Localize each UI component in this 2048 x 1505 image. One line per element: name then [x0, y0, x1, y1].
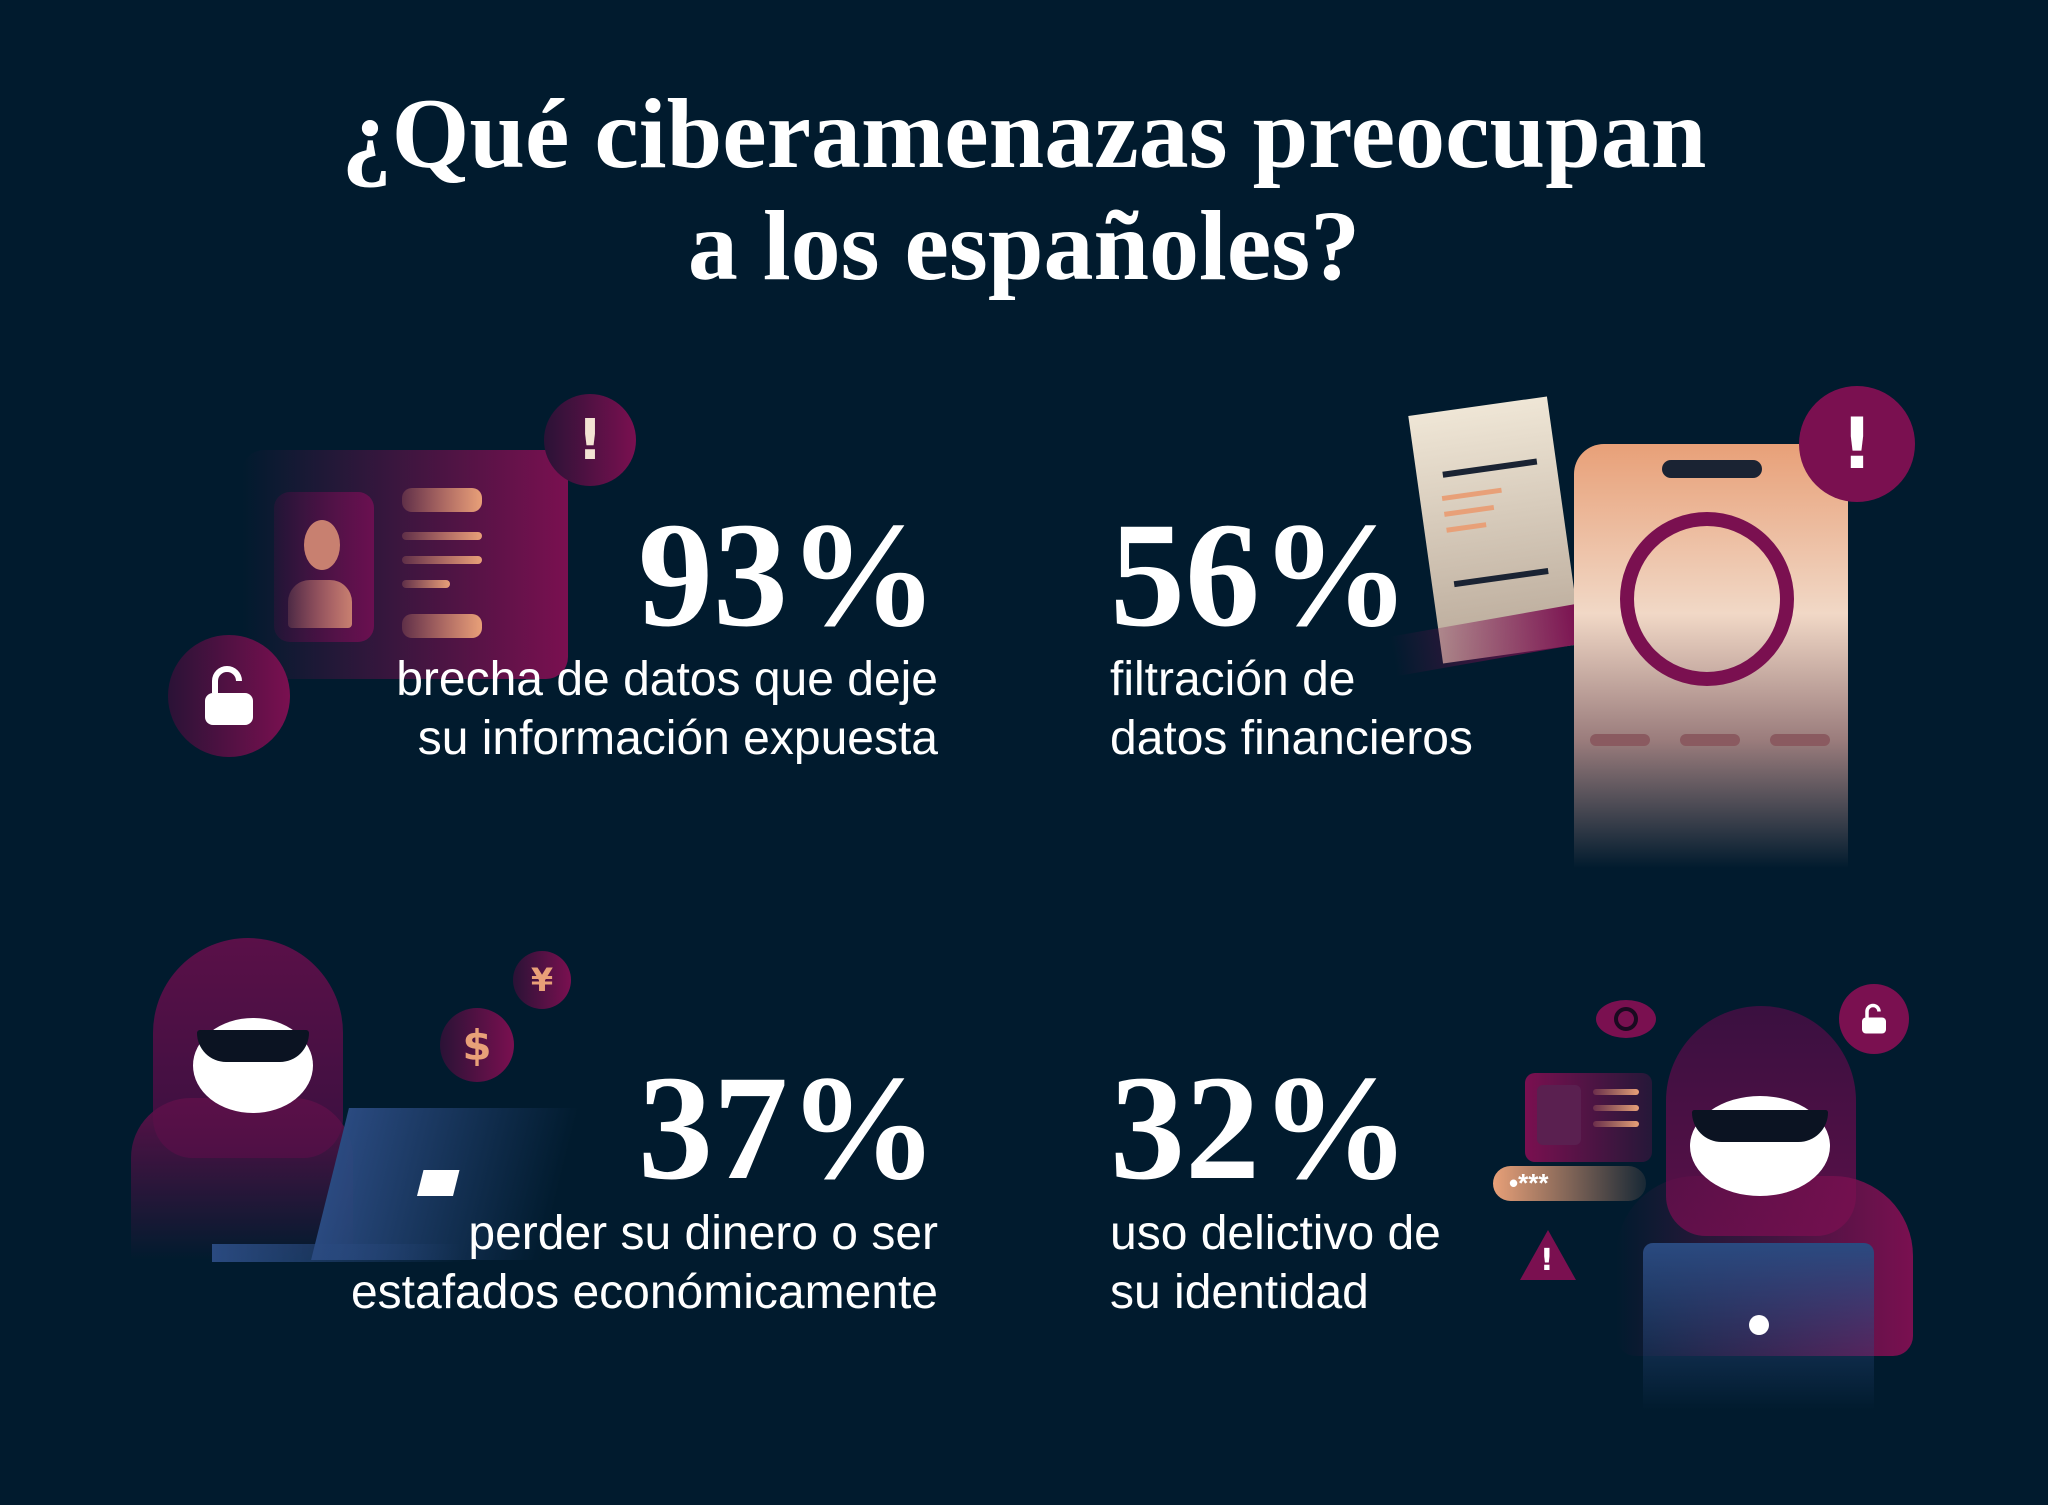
- hooded-hacker-illustration: [131, 938, 353, 1260]
- dollar-icon: $: [440, 1008, 514, 1082]
- progress-ring: [1620, 512, 1794, 686]
- phone-illustration: [1574, 444, 1848, 868]
- unlocked-padlock-icon: [1839, 984, 1909, 1054]
- stat-value-identity-misuse: 32%: [1110, 1045, 1410, 1211]
- id-photo: [274, 492, 374, 642]
- password-field: •***: [1493, 1166, 1646, 1201]
- stat-label-line: uso delictivo de: [1110, 1207, 1441, 1260]
- exclamation-icon: !: [1799, 386, 1915, 502]
- id-card-illustration: [242, 450, 568, 679]
- stat-label-line: estafados económicamente: [350, 1266, 938, 1319]
- stat-label-line: perder su dinero o ser: [468, 1207, 938, 1260]
- yen-icon: ¥: [513, 951, 571, 1009]
- stat-label-money-loss: perder su dinero o ser estafados económi…: [238, 1204, 938, 1322]
- stat-label-line: datos financieros: [1110, 712, 1473, 765]
- laptop-base: [212, 1244, 462, 1262]
- stat-value-data-breach: 93%: [638, 492, 938, 658]
- sunglasses-icon: [1692, 1110, 1828, 1142]
- sunglasses-icon: [197, 1030, 309, 1062]
- page-title: ¿Qué ciberamenazas preocupan a los españ…: [0, 78, 2048, 302]
- stat-label-identity-misuse: uso delictivo de su identidad: [1110, 1204, 1441, 1322]
- unlocked-padlock-icon: [168, 635, 290, 757]
- eye-icon: [1596, 1000, 1656, 1038]
- stat-value-financial-leak: 56%: [1110, 492, 1410, 658]
- small-id-card: [1525, 1073, 1652, 1162]
- stat-label-line: su información expuesta: [417, 712, 938, 765]
- password-mask: •***: [1509, 1168, 1549, 1198]
- stat-label-line: brecha de datos que deje: [396, 653, 938, 706]
- laptop-illustration: [1643, 1243, 1874, 1410]
- stat-value-money-loss: 37%: [638, 1045, 938, 1211]
- warning-triangle-icon: [1520, 1230, 1576, 1280]
- stat-label-financial-leak: filtración de datos financieros: [1110, 650, 1473, 768]
- stat-label-data-breach: brecha de datos que deje su información …: [238, 650, 938, 768]
- exclamation-icon: !: [544, 394, 636, 486]
- title-line-2: a los españoles?: [687, 190, 1361, 301]
- stat-label-line: su identidad: [1110, 1266, 1369, 1319]
- warning-mark: !: [1540, 1243, 1554, 1278]
- stat-label-line: filtración de: [1110, 653, 1356, 706]
- title-line-1: ¿Qué ciberamenazas preocupan: [341, 78, 1707, 189]
